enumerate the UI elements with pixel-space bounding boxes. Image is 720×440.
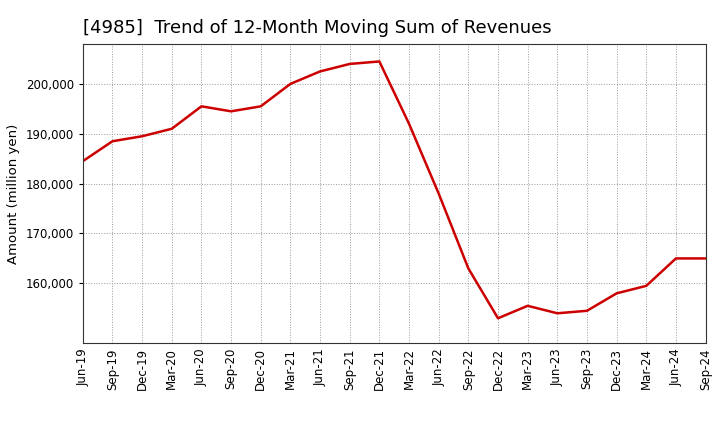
Text: [4985]  Trend of 12-Month Moving Sum of Revenues: [4985] Trend of 12-Month Moving Sum of R… bbox=[83, 19, 552, 37]
Y-axis label: Amount (million yen): Amount (million yen) bbox=[7, 124, 20, 264]
